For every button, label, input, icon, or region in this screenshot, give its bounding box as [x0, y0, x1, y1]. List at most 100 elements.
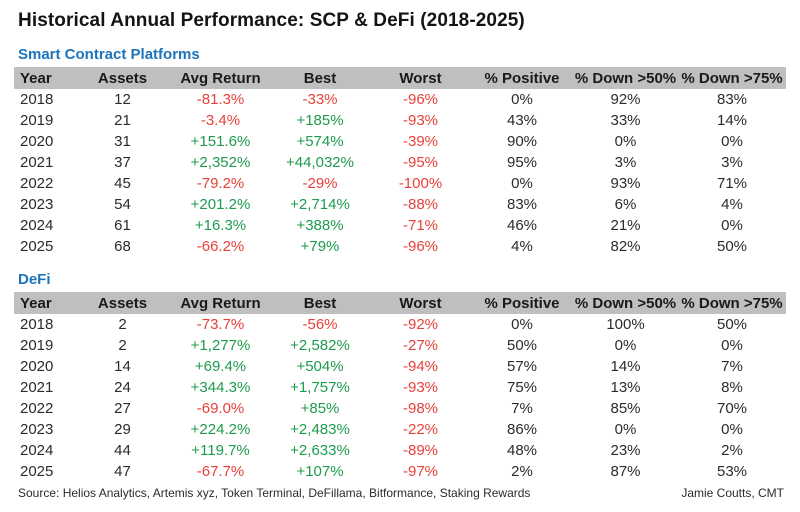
cell-pct-down-75: 14% — [716, 112, 748, 129]
table-row: 2019 2 +1,277% +2,582% -27% 50% 0% 0% — [14, 335, 786, 356]
cell-avg-return: +2,352% — [190, 154, 251, 171]
cell-year: 2022 — [20, 175, 54, 192]
cell-pct-down-75: 70% — [716, 400, 748, 417]
cell-pct-positive: 90% — [506, 133, 538, 150]
cell-worst: -93% — [402, 379, 439, 396]
cell-year: 2025 — [20, 463, 54, 480]
cell-pct-down-75: 50% — [716, 238, 748, 255]
cell-assets: 27 — [114, 400, 131, 417]
cell-best: -33% — [302, 91, 338, 108]
cell-pct-down-50: 0% — [614, 133, 637, 150]
cell-worst: -71% — [402, 217, 439, 234]
cell-year: 2020 — [20, 358, 54, 375]
cell-avg-return: -67.7% — [196, 463, 245, 480]
cell-avg-return: -3.4% — [200, 112, 241, 129]
cell-pct-positive: 83% — [506, 196, 538, 213]
cell-year: 2021 — [20, 379, 54, 396]
cell-pct-positive: 0% — [511, 175, 533, 192]
cell-worst: -88% — [402, 196, 439, 213]
cell-assets: 21 — [114, 112, 131, 129]
cell-assets: 24 — [114, 379, 131, 396]
cell-pct-positive: 43% — [506, 112, 538, 129]
cell-pct-down-75: 0% — [721, 421, 743, 438]
cell-assets: 2 — [118, 316, 127, 333]
cell-pct-down-75: 4% — [721, 196, 743, 213]
cell-pct-down-75: 83% — [716, 91, 748, 108]
cell-assets: 37 — [114, 154, 131, 171]
column-header-pct-down-75: % Down >75% — [678, 292, 786, 314]
cell-pct-positive: 0% — [511, 91, 533, 108]
cell-assets: 2 — [118, 337, 127, 354]
cell-worst: -96% — [402, 238, 439, 255]
cell-worst: -94% — [402, 358, 439, 375]
table-row: 2024 44 +119.7% +2,633% -89% 48% 23% 2% — [14, 440, 786, 461]
cell-best: -29% — [302, 175, 338, 192]
column-header-year: Year — [14, 292, 74, 314]
cell-assets: 31 — [114, 133, 131, 150]
cell-pct-down-75: 2% — [721, 442, 743, 459]
cell-pct-positive: 57% — [506, 358, 538, 375]
cell-avg-return: +16.3% — [194, 217, 247, 234]
cell-pct-positive: 75% — [506, 379, 538, 396]
cell-pct-down-50: 14% — [610, 358, 641, 375]
page-title: Historical Annual Performance: SCP & DeF… — [18, 10, 525, 31]
cell-best: +574% — [296, 133, 344, 150]
cell-worst: -98% — [402, 400, 439, 417]
column-header-worst: Worst — [370, 292, 471, 314]
cell-year: 2018 — [20, 316, 54, 333]
cell-best: +504% — [296, 358, 344, 375]
cell-pct-down-50: 13% — [610, 379, 641, 396]
cell-best: +2,582% — [290, 337, 350, 354]
cell-assets: 54 — [114, 196, 131, 213]
table-row: 2025 47 -67.7% +107% -97% 2% 87% 53% — [14, 461, 786, 482]
cell-pct-down-75: 0% — [721, 337, 743, 354]
cell-avg-return: +224.2% — [190, 421, 251, 438]
cell-pct-positive: 7% — [511, 400, 533, 417]
cell-year: 2019 — [20, 337, 54, 354]
table-row: 2023 29 +224.2% +2,483% -22% 86% 0% 0% — [14, 419, 786, 440]
defi-table-header: Year Assets Avg Return Best Worst% Positive%… — [14, 292, 786, 314]
cell-pct-down-50: 0% — [614, 421, 637, 438]
scp-performance-table: Year Assets Avg Return Best Worst% Positive%… — [14, 67, 786, 257]
cell-worst: -39% — [402, 133, 439, 150]
cell-pct-down-50: 23% — [610, 442, 641, 459]
cell-pct-positive: 46% — [506, 217, 538, 234]
cell-avg-return: -79.2% — [196, 175, 245, 192]
cell-pct-positive: 4% — [511, 238, 533, 255]
column-header-pct-positive: % Positive — [471, 67, 573, 89]
scp-table-body: 2018 12 -81.3% -33% -96% 0% 92% 83% 2019 21 -3.4% +… — [14, 89, 786, 257]
cell-assets: 29 — [114, 421, 131, 438]
cell-assets: 14 — [114, 358, 131, 375]
column-header-pct-down-50: % Down >50% — [573, 292, 678, 314]
cell-avg-return: -66.2% — [196, 238, 245, 255]
cell-best: +79% — [300, 238, 340, 255]
cell-pct-down-75: 0% — [721, 133, 743, 150]
cell-best: +44,032% — [286, 154, 354, 171]
cell-year: 2019 — [20, 112, 54, 129]
cell-avg-return: -69.0% — [196, 400, 245, 417]
defi-performance-table: Year Assets Avg Return Best Worst% Positive%… — [14, 292, 786, 482]
cell-pct-down-50: 0% — [614, 337, 637, 354]
cell-worst: -92% — [402, 316, 439, 333]
cell-best: +85% — [300, 400, 340, 417]
cell-best: +388% — [296, 217, 344, 234]
cell-pct-down-50: 82% — [610, 238, 641, 255]
cell-year: 2023 — [20, 421, 54, 438]
cell-best: +2,633% — [290, 442, 350, 459]
column-header-assets: Assets — [74, 67, 171, 89]
cell-best: +185% — [296, 112, 344, 129]
table-row: 2018 2 -73.7% -56% -92% 0% 100% 50% — [14, 314, 786, 335]
cell-pct-down-75: 3% — [721, 154, 743, 171]
cell-year: 2018 — [20, 91, 54, 108]
cell-best: +2,714% — [290, 196, 350, 213]
cell-pct-down-75: 8% — [721, 379, 743, 396]
cell-pct-down-75: 53% — [716, 463, 748, 480]
cell-best: +107% — [296, 463, 344, 480]
cell-pct-down-75: 50% — [716, 316, 748, 333]
cell-avg-return: +201.2% — [190, 196, 251, 213]
table-row: 2024 61 +16.3% +388% -71% 46% 21% 0% — [14, 215, 786, 236]
cell-worst: -93% — [402, 112, 439, 129]
cell-year: 2024 — [20, 442, 54, 459]
table-row: 2020 14 +69.4% +504% -94% 57% 14% 7% — [14, 356, 786, 377]
cell-avg-return: +69.4% — [194, 358, 247, 375]
